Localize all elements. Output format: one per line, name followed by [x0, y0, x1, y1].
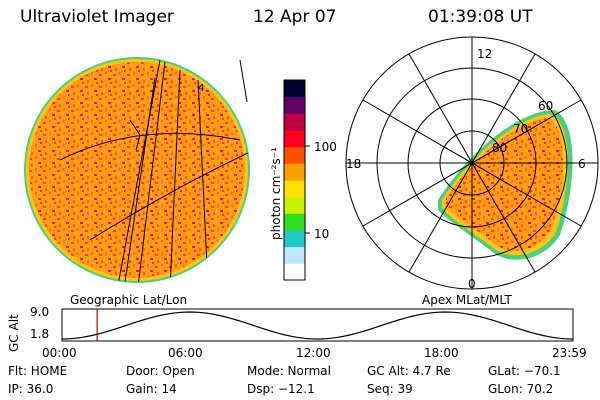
mlt-label-6: 6	[578, 157, 586, 171]
outside-line	[239, 59, 248, 103]
orbit-xtick-1200: 12:00	[296, 346, 331, 360]
lat-label-70: 70	[513, 122, 528, 136]
orbit-plot-frame	[61, 308, 574, 342]
status-mode: Mode: Normal	[247, 364, 331, 378]
geographic-image	[24, 57, 250, 283]
colorbar-band	[284, 263, 305, 281]
orbit-xtick-0000: 00:00	[42, 346, 77, 360]
mlt-label-0: 0	[468, 277, 476, 291]
colorbar	[283, 79, 310, 281]
colorbar-band	[284, 180, 305, 198]
colorbar-unit: photon cm⁻²s⁻¹	[269, 147, 283, 240]
date-label: 12 Apr 07	[253, 7, 337, 27]
status-gain: Gain: 14	[126, 382, 177, 396]
colorbar-band	[284, 113, 305, 131]
status-gc-alt: GC Alt: 4.7 Re	[367, 364, 451, 378]
orbit-xtick-2359: 23:59	[552, 346, 587, 360]
geographic-label: Geographic Lat/Lon	[70, 293, 188, 307]
map-grid-lines	[59, 59, 249, 282]
colorbar-tick-100: 100	[314, 140, 337, 154]
status-flight: Flt: HOME	[8, 364, 68, 378]
colorbar-band	[284, 213, 305, 231]
lat-label-60: 60	[538, 99, 553, 113]
polar-grid	[345, 36, 599, 290]
orbit-xtick-0600: 06:00	[168, 346, 203, 360]
colorbar-band	[284, 246, 305, 264]
orbit-plot	[61, 308, 574, 342]
polar-image	[345, 36, 599, 290]
apex-label: Apex MLat/MLT	[422, 293, 512, 307]
status-door: Door: Open	[126, 364, 195, 378]
orbit-xtick-1800: 18:00	[424, 346, 459, 360]
orbit-ytick-low: 1.8	[30, 327, 50, 341]
mlt-label-12: 12	[477, 47, 492, 61]
status-ip: IP: 36.0	[8, 382, 54, 396]
colorbar-band	[284, 96, 305, 114]
altitude-curve	[61, 311, 574, 340]
colorbar-band	[284, 80, 305, 98]
lat-label-80: 80	[492, 141, 507, 155]
status-glon: GLon: 70.2	[488, 382, 554, 396]
status-dsp: Dsp: −12.1	[247, 382, 315, 396]
colorbar-tick-10: 10	[314, 227, 330, 241]
colorbar-band	[284, 196, 305, 214]
status-seq: Seq: 39	[367, 382, 413, 396]
mlt-label-18: 18	[346, 157, 361, 171]
colorbar-band	[284, 163, 305, 181]
colorbar-band	[284, 146, 305, 164]
colorbar-band	[284, 130, 305, 148]
orbit-ylabel: GC Alt	[7, 314, 21, 352]
orbit-ytick-high: 9.0	[30, 305, 50, 319]
colorbar-band	[284, 230, 305, 248]
status-glat: GLat: −70.1	[488, 364, 561, 378]
map-marker: 4	[198, 83, 204, 94]
instrument-title: Ultraviolet Imager	[20, 7, 174, 27]
time-label: 01:39:08 UT	[428, 7, 533, 27]
